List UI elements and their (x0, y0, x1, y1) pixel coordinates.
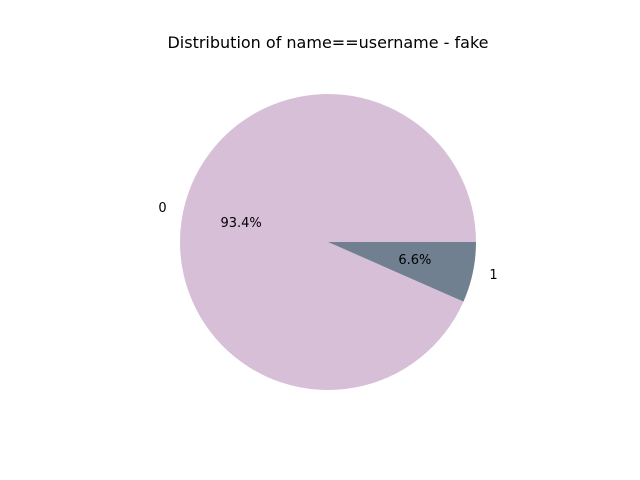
pie-labels: 0 93.4% 1 6.6% (158, 201, 497, 283)
pie-slice-1 (328, 242, 476, 302)
pie-percent-1: 6.6% (398, 253, 431, 268)
pie-slices (179, 93, 476, 390)
pie-slice-0 (179, 93, 476, 390)
pie-label-0: 0 (158, 201, 166, 216)
pie-percent-0: 93.4% (220, 216, 261, 231)
pie-label-1: 1 (489, 268, 497, 283)
chart-title: Distribution of name==username - fake (167, 33, 488, 52)
